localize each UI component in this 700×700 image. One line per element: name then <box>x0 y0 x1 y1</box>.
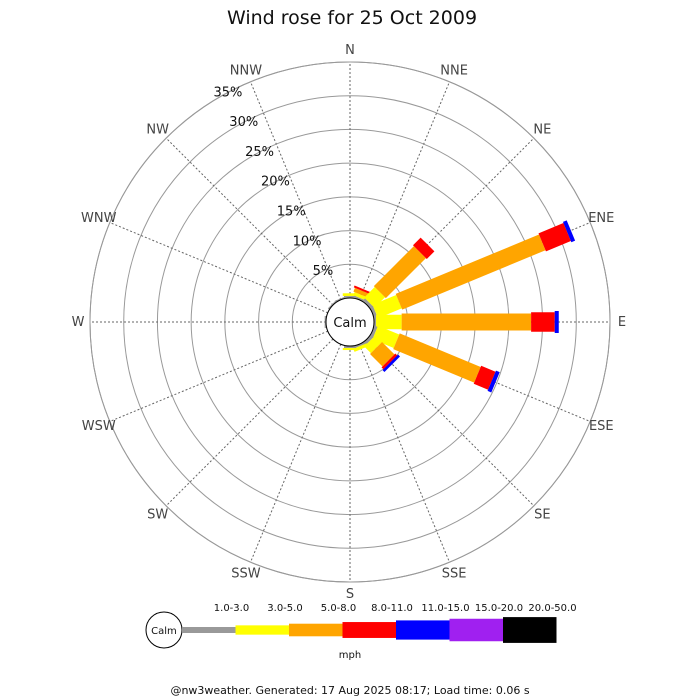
bar-e-8.0-11.0 <box>531 312 555 332</box>
bar-ese-3.0-5.0 <box>372 325 400 348</box>
bar-ese-1.0-3.0 <box>369 325 378 339</box>
legend-swatch-3.0-5.0 <box>235 625 289 635</box>
calm-center: Calm <box>325 297 375 347</box>
legend-calm-label: Calm <box>151 626 177 637</box>
legend-label-8.0-11.0: 8.0-11.0 <box>371 603 413 614</box>
bar-ne-8.0-11.0 <box>413 237 435 259</box>
percent-label-5: 25% <box>245 145 274 160</box>
bar-nne-3.0-5.0 <box>353 292 368 301</box>
speed-legend: Calm mph 1.0-3.0 3.0-5.0 5.0-8.0 8.0-11.0 11… <box>145 603 577 661</box>
direction-label-ssw: SSW <box>231 566 261 581</box>
direction-label-ne: NE <box>533 123 551 138</box>
legend-swatch-8.0-11.0 <box>342 622 396 638</box>
direction-label-wnw: WNW <box>81 211 117 226</box>
bar-ne-1.0-3.0 <box>362 298 374 310</box>
bar-nnw-1.0-3.0 <box>334 296 347 303</box>
percent-label-7: 35% <box>213 85 242 100</box>
percent-label-1: 5% <box>313 264 334 279</box>
bar-se-5.0-8.0 <box>370 342 395 367</box>
legend-label-11.0-15.0: 11.0-15.0 <box>421 603 469 614</box>
bar-ene-1.0-3.0 <box>369 305 378 319</box>
grid-outer-circle <box>89 61 611 583</box>
spoke-ssw <box>250 343 342 563</box>
direction-label-nne: NNE <box>440 64 468 79</box>
bar-ese-11.0-15.0 <box>487 370 500 393</box>
direction-label-n: N <box>345 43 355 58</box>
bar-e-3.0-5.0 <box>376 314 402 330</box>
legend-swatch-11.0-15.0 <box>396 620 450 640</box>
calm-circle <box>325 297 375 347</box>
direction-label-w: W <box>72 315 85 330</box>
direction-label-nnw: NNW <box>230 64 262 79</box>
bar-ene-8.0-11.0 <box>538 223 571 252</box>
wind-bars <box>324 220 576 393</box>
bar-ne-5.0-8.0 <box>373 246 426 299</box>
spoke-sse <box>358 343 450 563</box>
direction-label-s: S <box>346 587 354 602</box>
bar-w-1.0-3.0 <box>324 316 326 328</box>
legend-swatch-20.0-50.0 <box>503 617 557 643</box>
bar-nne-1.0-3.0 <box>353 295 366 303</box>
legend-label-5.0-8.0: 5.0-8.0 <box>321 603 356 614</box>
bar-s-3.0-5.0 <box>342 348 358 351</box>
bar-ene-3.0-5.0 <box>372 295 402 319</box>
spoke-nw <box>165 137 334 306</box>
bar-ne-3.0-5.0 <box>364 287 385 308</box>
percent-label-2: 10% <box>293 234 322 249</box>
direction-label-sw: SW <box>147 507 168 522</box>
bar-n-1.0-3.0 <box>344 295 356 298</box>
bar-e-11.0-15.0 <box>554 311 559 333</box>
grid-circle <box>123 95 577 549</box>
percent-label-6: 30% <box>229 115 258 130</box>
legend-label-3.0-5.0: 3.0-5.0 <box>267 603 302 614</box>
direction-label-sse: SSE <box>442 566 467 581</box>
bar-s-1.0-3.0 <box>344 346 356 349</box>
legend-swatch-5.0-8.0 <box>289 623 343 637</box>
bar-se-3.0-5.0 <box>364 336 382 354</box>
spoke-nne <box>358 81 450 301</box>
bar-ese-5.0-8.0 <box>393 333 481 383</box>
percent-label-4: 20% <box>261 175 290 190</box>
legend-units: mph <box>339 650 361 661</box>
spoke-wsw <box>109 330 329 422</box>
spoke-se <box>366 338 535 507</box>
direction-label-ene: ENE <box>588 211 614 226</box>
spoke-sw <box>165 338 334 507</box>
bar-nne-8.0-11.0 <box>353 285 373 295</box>
direction-label-se: SE <box>534 507 550 522</box>
bar-sse-1.0-3.0 <box>353 341 366 349</box>
bar-ese-8.0-11.0 <box>473 365 496 390</box>
spoke-ne <box>366 137 535 306</box>
legend-swatch-15.0-20.0 <box>449 618 503 642</box>
chart-title: Wind rose for 25 Oct 2009 <box>227 7 477 29</box>
legend-label-1.0-3.0: 1.0-3.0 <box>214 603 249 614</box>
direction-label-e: E <box>618 315 626 330</box>
bar-nw-1.0-3.0 <box>327 299 338 310</box>
spoke-nnw <box>250 81 342 301</box>
legend-swatch-1.0-3.0 <box>182 627 236 633</box>
bar-e-1.0-3.0 <box>374 316 377 328</box>
direction-label-ese: ESE <box>589 419 614 434</box>
direction-label-nw: NW <box>146 123 169 138</box>
bar-ene-11.0-15.0 <box>562 220 576 243</box>
legend-label-15.0-20.0: 15.0-20.0 <box>475 603 523 614</box>
bar-e-5.0-8.0 <box>401 313 532 331</box>
bar-ene-5.0-8.0 <box>395 234 546 310</box>
footer-text: @nw3weather. Generated: 17 Aug 2025 08:1… <box>170 684 529 697</box>
bar-se-11.0-15.0 <box>382 354 401 373</box>
spoke-wnw <box>109 222 329 314</box>
calm-label: Calm <box>333 316 366 331</box>
bar-se-1.0-3.0 <box>362 334 374 346</box>
percent-labels: 5% 10% 15% 20% 25% 30% 35% <box>213 85 333 279</box>
legend-label-20.0-50.0: 20.0-50.0 <box>528 603 576 614</box>
direction-labels: N NNE NE ENE E ESE SE SSE S SSW SW WSW W WNW NW NNW <box>72 43 627 602</box>
direction-label-wsw: WSW <box>82 419 116 434</box>
bar-se-8.0-11.0 <box>381 353 398 370</box>
percent-label-3: 15% <box>277 205 306 220</box>
